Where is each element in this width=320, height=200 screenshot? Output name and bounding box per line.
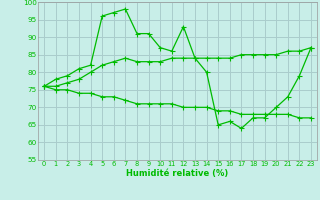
X-axis label: Humidité relative (%): Humidité relative (%) [126,169,229,178]
